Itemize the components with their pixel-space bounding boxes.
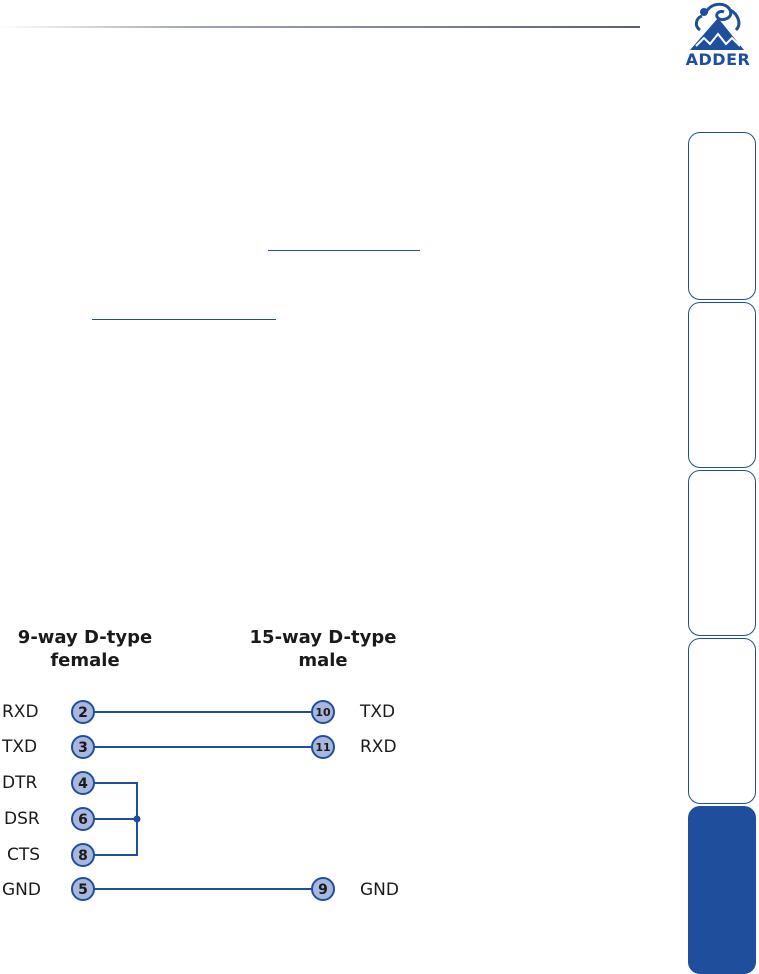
- pin-number: 6: [78, 812, 88, 828]
- right-connector-heading: 15-way D-type male: [238, 626, 408, 672]
- pin-3: 3: [71, 735, 95, 759]
- pin-number: 2: [78, 705, 88, 721]
- left-signal-label: TXD: [2, 737, 38, 757]
- left-signal-label: DSR: [4, 809, 40, 829]
- pin-number: 11: [315, 741, 330, 754]
- pin-5: 5: [71, 877, 95, 901]
- right-heading-line-2: male: [298, 650, 348, 671]
- pin-4: 4: [71, 771, 95, 795]
- pin-6: 6: [71, 807, 95, 831]
- left-heading-line-1: 9-way D-type: [17, 627, 153, 648]
- side-tab-4[interactable]: [688, 638, 756, 804]
- right-heading-line-1: 15-way D-type: [249, 627, 397, 648]
- adder-logo[interactable]: ADDER: [678, 0, 759, 74]
- side-tab-2[interactable]: [688, 302, 756, 468]
- pin-2: 2: [71, 700, 95, 724]
- left-signal-label: CTS: [7, 845, 41, 865]
- side-tab-3[interactable]: [688, 470, 756, 636]
- left-heading-line-2: female: [50, 650, 120, 671]
- right-signal-label: TXD: [360, 702, 396, 722]
- left-signal-label: RXD: [2, 702, 39, 722]
- hyperlink-underline[interactable]: [268, 250, 420, 251]
- junction-dot: [133, 815, 141, 823]
- pinout-wiring-diagram: 2 3 4 6 8 5 10 11: [71, 700, 335, 901]
- right-signal-label: RXD: [360, 737, 397, 757]
- pin-number: 9: [318, 882, 328, 898]
- pin-10: 10: [311, 700, 335, 724]
- side-tab-5-active[interactable]: [688, 806, 756, 974]
- pin-number: 5: [78, 882, 88, 898]
- pin-11: 11: [311, 735, 335, 759]
- pin-9: 9: [311, 877, 335, 901]
- side-tab-1[interactable]: [688, 132, 756, 300]
- pin-number: 8: [78, 848, 88, 864]
- pin-number: 3: [78, 740, 88, 756]
- pin-8: 8: [71, 843, 95, 867]
- left-pins: 2 3 4 6 8 5: [71, 700, 95, 901]
- left-signal-label: GND: [2, 880, 41, 900]
- left-signal-label: DTR: [2, 773, 38, 793]
- adder-snake-logo-icon: [690, 2, 744, 50]
- left-connector-heading: 9-way D-type female: [0, 626, 170, 672]
- pin-number: 4: [78, 776, 88, 792]
- wires: [94, 711, 312, 890]
- right-pins: 10 11 9: [311, 700, 335, 901]
- header-rule: [0, 26, 640, 28]
- brand-name: ADDER: [685, 50, 751, 69]
- right-signal-label: GND: [360, 880, 399, 900]
- pin-number: 10: [315, 706, 331, 719]
- hyperlink-underline[interactable]: [92, 319, 276, 320]
